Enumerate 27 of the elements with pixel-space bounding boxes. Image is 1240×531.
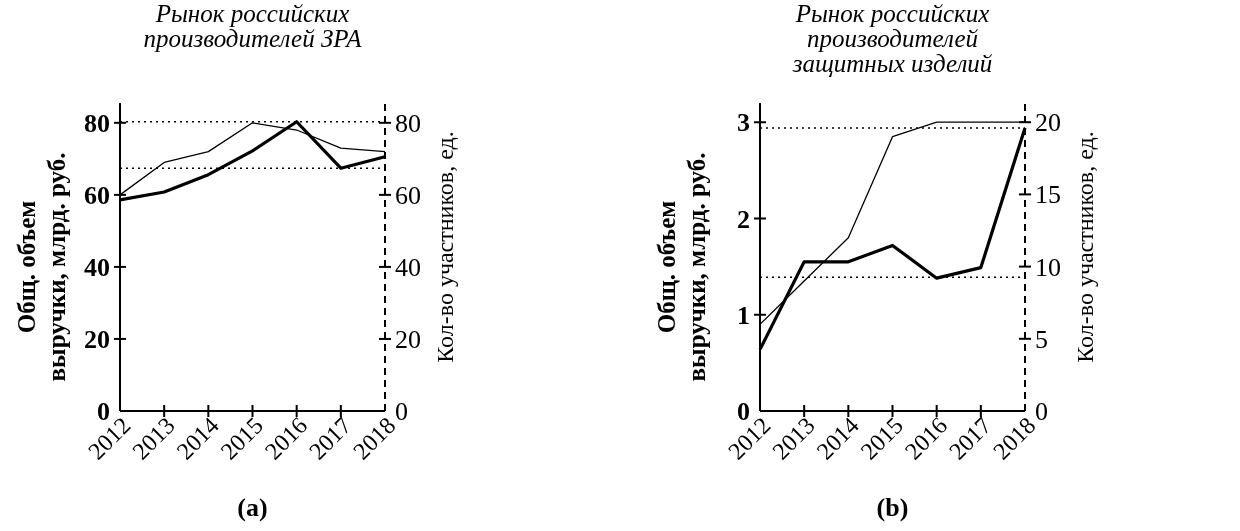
- y2-tick-label: 15: [1035, 180, 1061, 210]
- y-tick-label: 0: [97, 397, 110, 426]
- y-tick-label: 2: [737, 204, 750, 234]
- y-tick-label: 40: [84, 252, 110, 282]
- y-tick-label: 20: [84, 324, 110, 354]
- chart-title: Рынок российских производителей ЗРА: [143, 0, 363, 52]
- y2-tick-label: 60: [395, 180, 421, 210]
- y2-tick-label: 0: [1035, 397, 1048, 426]
- y2-axis-title: Кол-во участников, ед.: [432, 131, 458, 363]
- y-axis-title: Общ. объем выручки, млрд. руб.: [13, 152, 70, 382]
- text: (b): [876, 493, 909, 522]
- y2-tick-label: 5: [1035, 324, 1048, 354]
- y2-tick-label: 10: [1035, 252, 1061, 282]
- y2-axis-title: Кол-во участников, ед.: [1072, 131, 1098, 363]
- y2-tick-label: 20: [395, 324, 421, 354]
- y2-tick-label: 40: [395, 252, 421, 282]
- y-tick-label: 80: [84, 108, 110, 138]
- chart-title: Рынок российских производителей защитных изделий: [791, 0, 993, 77]
- y2-tick-label: 20: [1035, 108, 1061, 138]
- y2-tick-label: 0: [395, 397, 408, 426]
- y-tick-label: 0: [737, 397, 750, 426]
- y-tick-label: 3: [737, 108, 750, 138]
- text: (a): [237, 493, 268, 522]
- y-tick-label: 1: [737, 300, 750, 330]
- y2-tick-label: 80: [395, 108, 421, 138]
- y-tick-label: 60: [84, 180, 110, 210]
- y-axis-title: Общ. объем выручки, млрд. руб.: [653, 152, 710, 382]
